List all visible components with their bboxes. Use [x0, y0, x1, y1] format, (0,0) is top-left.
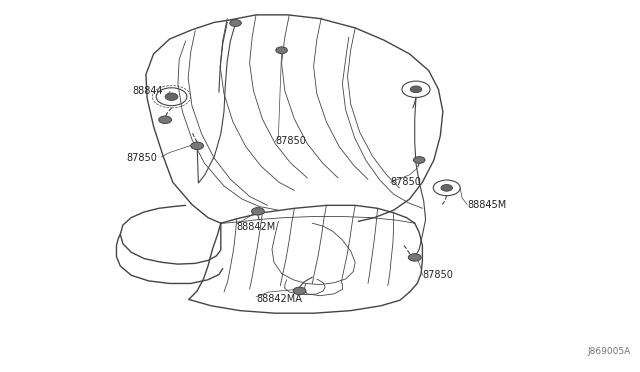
Circle shape — [413, 157, 425, 163]
Circle shape — [230, 20, 241, 26]
Text: 88845M: 88845M — [467, 200, 506, 209]
Text: 87850: 87850 — [422, 270, 453, 280]
Circle shape — [191, 142, 204, 150]
Text: 87850: 87850 — [126, 153, 157, 163]
Circle shape — [252, 208, 264, 215]
Circle shape — [165, 93, 178, 100]
Text: 88842MA: 88842MA — [256, 295, 302, 304]
Circle shape — [441, 185, 452, 191]
Circle shape — [293, 287, 306, 295]
Circle shape — [410, 86, 422, 93]
Circle shape — [159, 116, 172, 124]
Circle shape — [276, 47, 287, 54]
Text: 88844: 88844 — [132, 86, 163, 96]
Circle shape — [408, 254, 421, 261]
Text: 88842M: 88842M — [237, 222, 276, 232]
Text: 87850: 87850 — [390, 177, 421, 187]
Text: 87850: 87850 — [275, 137, 306, 146]
Text: J869005A: J869005A — [587, 347, 630, 356]
